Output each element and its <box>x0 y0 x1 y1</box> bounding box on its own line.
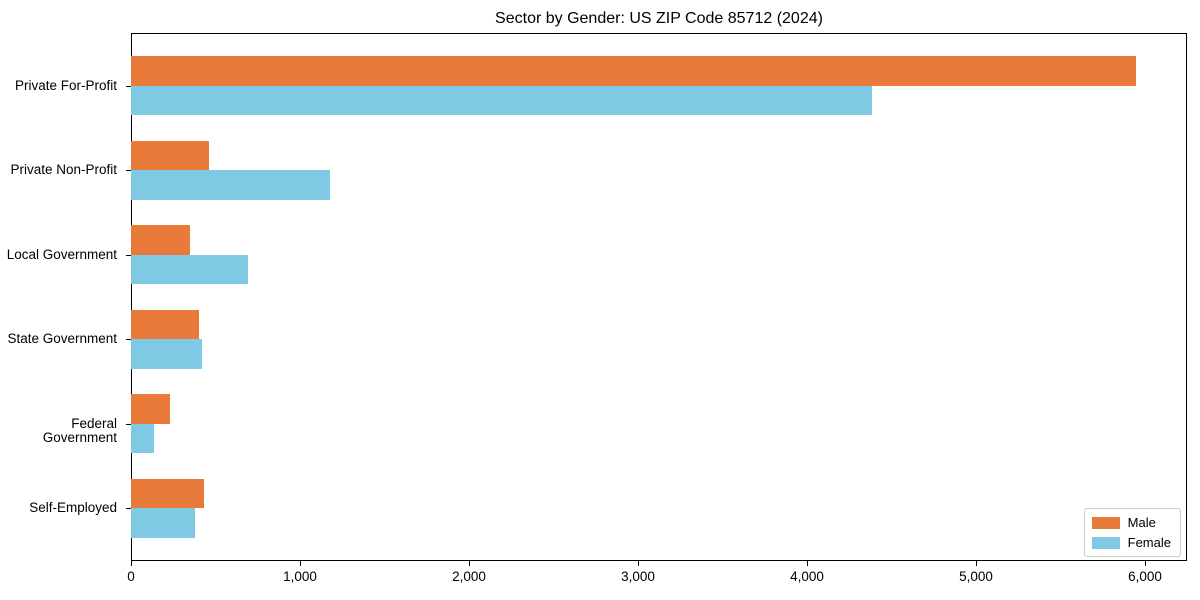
bar-female-0 <box>131 85 872 116</box>
bar-female-5 <box>131 508 195 538</box>
legend-item-female: Female <box>1091 535 1171 550</box>
y-tick-mark <box>126 170 131 171</box>
bar-male-1 <box>131 140 209 171</box>
y-tick-label: Self-Employed <box>29 500 117 515</box>
x-tick-mark <box>1145 561 1146 566</box>
y-tick-mark <box>126 255 131 256</box>
x-tick-mark <box>131 561 132 566</box>
bar-female-4 <box>131 423 154 454</box>
y-tick-mark <box>126 508 131 509</box>
x-tick-label: 1,000 <box>283 569 317 584</box>
y-tick-mark <box>126 339 131 340</box>
bar-male-4 <box>131 394 170 424</box>
legend-swatch-male-icon <box>1091 516 1120 529</box>
x-tick-mark <box>976 561 977 566</box>
legend-swatch-female-icon <box>1091 536 1120 549</box>
y-tick-label: Private Non-Profit <box>10 162 117 177</box>
plot-area <box>131 33 1187 561</box>
y-tick-label: Private For-Profit <box>14 78 117 93</box>
bar-female-3 <box>131 339 202 369</box>
y-tick-label: Local Government <box>6 247 117 262</box>
bar-female-2 <box>131 254 248 285</box>
x-tick-label: 5,000 <box>959 569 993 584</box>
y-tick-mark <box>126 86 131 87</box>
x-tick-mark <box>807 561 808 566</box>
chart-title: Sector by Gender: US ZIP Code 85712 (202… <box>495 10 823 27</box>
legend-label-male: Male <box>1127 515 1156 530</box>
y-tick-label: State Government <box>7 331 117 346</box>
x-tick-mark <box>300 561 301 566</box>
x-tick-mark <box>469 561 470 566</box>
bar-female-1 <box>131 170 330 200</box>
legend-item-male: Male <box>1091 515 1171 530</box>
x-tick-label: 2,000 <box>452 569 486 584</box>
legend-label-female: Female <box>1127 535 1171 550</box>
bar-male-0 <box>131 56 1136 86</box>
bar-male-3 <box>131 309 199 340</box>
x-tick-label: 6,000 <box>1128 569 1162 584</box>
x-tick-label: 4,000 <box>790 569 824 584</box>
x-tick-mark <box>638 561 639 566</box>
y-tick-label: Federal Government <box>42 416 117 445</box>
y-tick-mark <box>126 424 131 425</box>
x-tick-label: 0 <box>127 569 135 584</box>
x-tick-label: 3,000 <box>621 569 655 584</box>
bar-male-5 <box>131 478 204 509</box>
bar-male-2 <box>131 225 190 255</box>
legend: Male Female <box>1083 508 1181 557</box>
